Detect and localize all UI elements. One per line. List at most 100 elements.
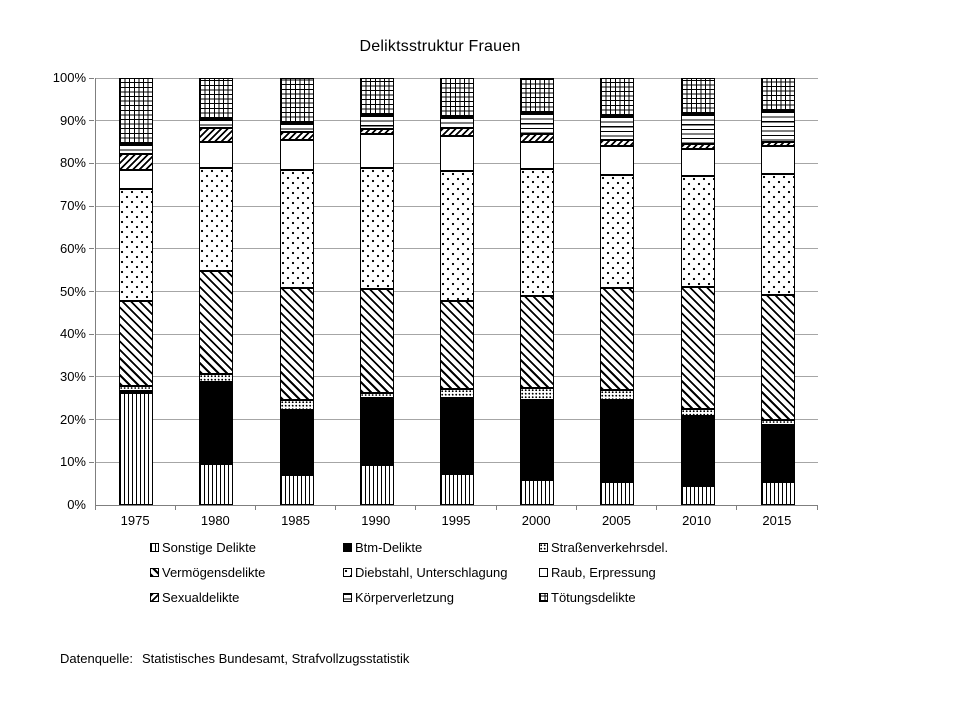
x-tick-mark (415, 506, 417, 510)
segment-1975-tötungsdelikte (119, 77, 154, 145)
segment-2005-raub-erpressung (600, 145, 635, 175)
segment-2000-körperverletzung (520, 113, 555, 134)
legend-item-körperverletzung: Körperverletzung (343, 590, 539, 605)
segment-1990-btm-delikte (359, 397, 394, 466)
x-tick-label: 1990 (361, 513, 391, 528)
segment-1985-diebstahl-unterschlagung (279, 169, 314, 288)
segment-2000-sexualdelikte (520, 133, 555, 143)
segment-1975-straßenverkehrsdel- (119, 386, 154, 392)
bar-slot (337, 78, 417, 505)
bar-2015 (760, 78, 795, 505)
legend-label: Raub, Erpressung (551, 565, 656, 580)
segment-2000-sonstige-delikte (520, 479, 555, 505)
bars-container (96, 77, 818, 505)
legend-swatch-icon (343, 568, 352, 577)
bar-1980 (199, 78, 234, 505)
x-tick-mark (335, 506, 337, 510)
legend-label: Körperverletzung (355, 590, 454, 605)
source-text: Statistisches Bundesamt, Strafvollzugsst… (142, 651, 410, 666)
bar-slot (658, 78, 738, 505)
bar-slot (256, 78, 336, 505)
plot-area (95, 77, 818, 506)
segment-1990-diebstahl-unterschlagung (359, 167, 394, 290)
legend-label: Btm-Delikte (355, 540, 423, 555)
segment-1980-straßenverkehrsdel- (199, 373, 234, 382)
segment-1990-sonstige-delikte (359, 465, 394, 505)
x-tick-label: 1980 (200, 513, 230, 528)
segment-2000-vermögensdelikte (520, 295, 555, 388)
segment-1990-straßenverkehrsdel- (359, 392, 394, 398)
x-tick-mark (94, 506, 96, 510)
bar-1990 (359, 78, 394, 505)
legend-item-btm-delikte: Btm-Delikte (343, 540, 539, 555)
y-tick-label: 60% (59, 240, 86, 256)
segment-2010-diebstahl-unterschlagung (680, 176, 715, 288)
segment-1995-körperverletzung (439, 117, 474, 129)
segment-2015-raub-erpressung (760, 146, 795, 174)
bar-slot (176, 78, 256, 505)
legend-item-sexualdelikte: Sexualdelikte (150, 590, 343, 605)
legend-swatch-icon (539, 568, 548, 577)
segment-2015-vermögensdelikte (760, 295, 795, 421)
segment-2000-tötungsdelikte (520, 78, 555, 114)
legend-label: Sexualdelikte (162, 590, 240, 605)
y-tick-label: 30% (59, 368, 86, 384)
legend-item-tötungsdelikte: Tötungsdelikte (539, 590, 668, 605)
y-tick-label: 0% (67, 497, 86, 512)
segment-2005-körperverletzung (600, 115, 635, 140)
segment-1975-vermögensdelikte (119, 300, 154, 387)
segment-1995-raub-erpressung (439, 135, 474, 172)
legend-item-raub-erpressung: Raub, Erpressung (539, 565, 668, 580)
legend-label: Diebstahl, Unterschlagung (355, 565, 508, 580)
segment-2010-sonstige-delikte (680, 485, 715, 505)
gridline (96, 77, 818, 79)
legend-item-sonstige-delikte: Sonstige Delikte (150, 540, 343, 555)
y-tick-mark (89, 461, 94, 463)
y-tick-label: 20% (59, 411, 86, 427)
legend-item-vermögensdelikte: Vermögensdelikte (150, 565, 343, 580)
segment-1985-tötungsdelikte (279, 78, 314, 124)
legend-swatch-icon (539, 593, 548, 602)
bar-1975 (119, 77, 154, 505)
y-tick-mark (89, 333, 94, 335)
y-tick-mark (89, 376, 94, 378)
segment-1995-diebstahl-unterschlagung (439, 171, 474, 301)
legend-item-diebstahl-unterschlagung: Diebstahl, Unterschlagung (343, 565, 539, 580)
segment-2010-vermögensdelikte (680, 287, 715, 409)
segment-2005-sexualdelikte (600, 139, 635, 146)
segment-1980-vermögensdelikte (199, 271, 234, 374)
segment-1985-körperverletzung (279, 123, 314, 133)
segment-1980-sexualdelikte (199, 127, 234, 142)
segment-1995-sexualdelikte (439, 128, 474, 136)
y-tick-mark (89, 291, 94, 292)
segment-1995-sonstige-delikte (439, 474, 474, 505)
bar-2005 (600, 78, 635, 505)
x-tick-label: 2015 (762, 513, 792, 528)
source-note: Datenquelle: Statistisches Bundesamt, Str… (60, 651, 409, 666)
x-tick-label: 2005 (601, 513, 631, 528)
segment-2015-btm-delikte (760, 425, 795, 482)
legend-swatch-icon (150, 593, 159, 602)
segment-1975-btm-delikte (119, 391, 154, 394)
x-axis-labels: 1975 1980 1985 1990 1995 2000 2005 2010 2015 (95, 513, 817, 528)
x-tick-mark (656, 506, 658, 510)
x-tick-mark (736, 506, 738, 510)
segment-1985-vermögensdelikte (279, 287, 314, 401)
segment-1980-raub-erpressung (199, 141, 234, 168)
segment-1990-tötungsdelikte (359, 78, 394, 115)
legend-swatch-icon (150, 568, 159, 577)
x-tick-label: 1975 (120, 513, 150, 528)
segment-1990-sexualdelikte (359, 129, 394, 134)
segment-2015-sexualdelikte (760, 141, 795, 147)
segment-2005-btm-delikte (600, 399, 635, 482)
segment-2005-vermögensdelikte (600, 288, 635, 391)
legend-swatch-icon (150, 543, 159, 552)
segment-1975-diebstahl-unterschlagung (119, 189, 154, 301)
y-tick-label: 70% (59, 198, 86, 214)
y-tick-label: 50% (59, 283, 86, 299)
segment-2000-raub-erpressung (520, 142, 555, 169)
segment-2015-straßenverkehrsdel- (760, 420, 795, 426)
bar-2010 (680, 78, 715, 505)
segment-1975-sonstige-delikte (119, 393, 154, 505)
